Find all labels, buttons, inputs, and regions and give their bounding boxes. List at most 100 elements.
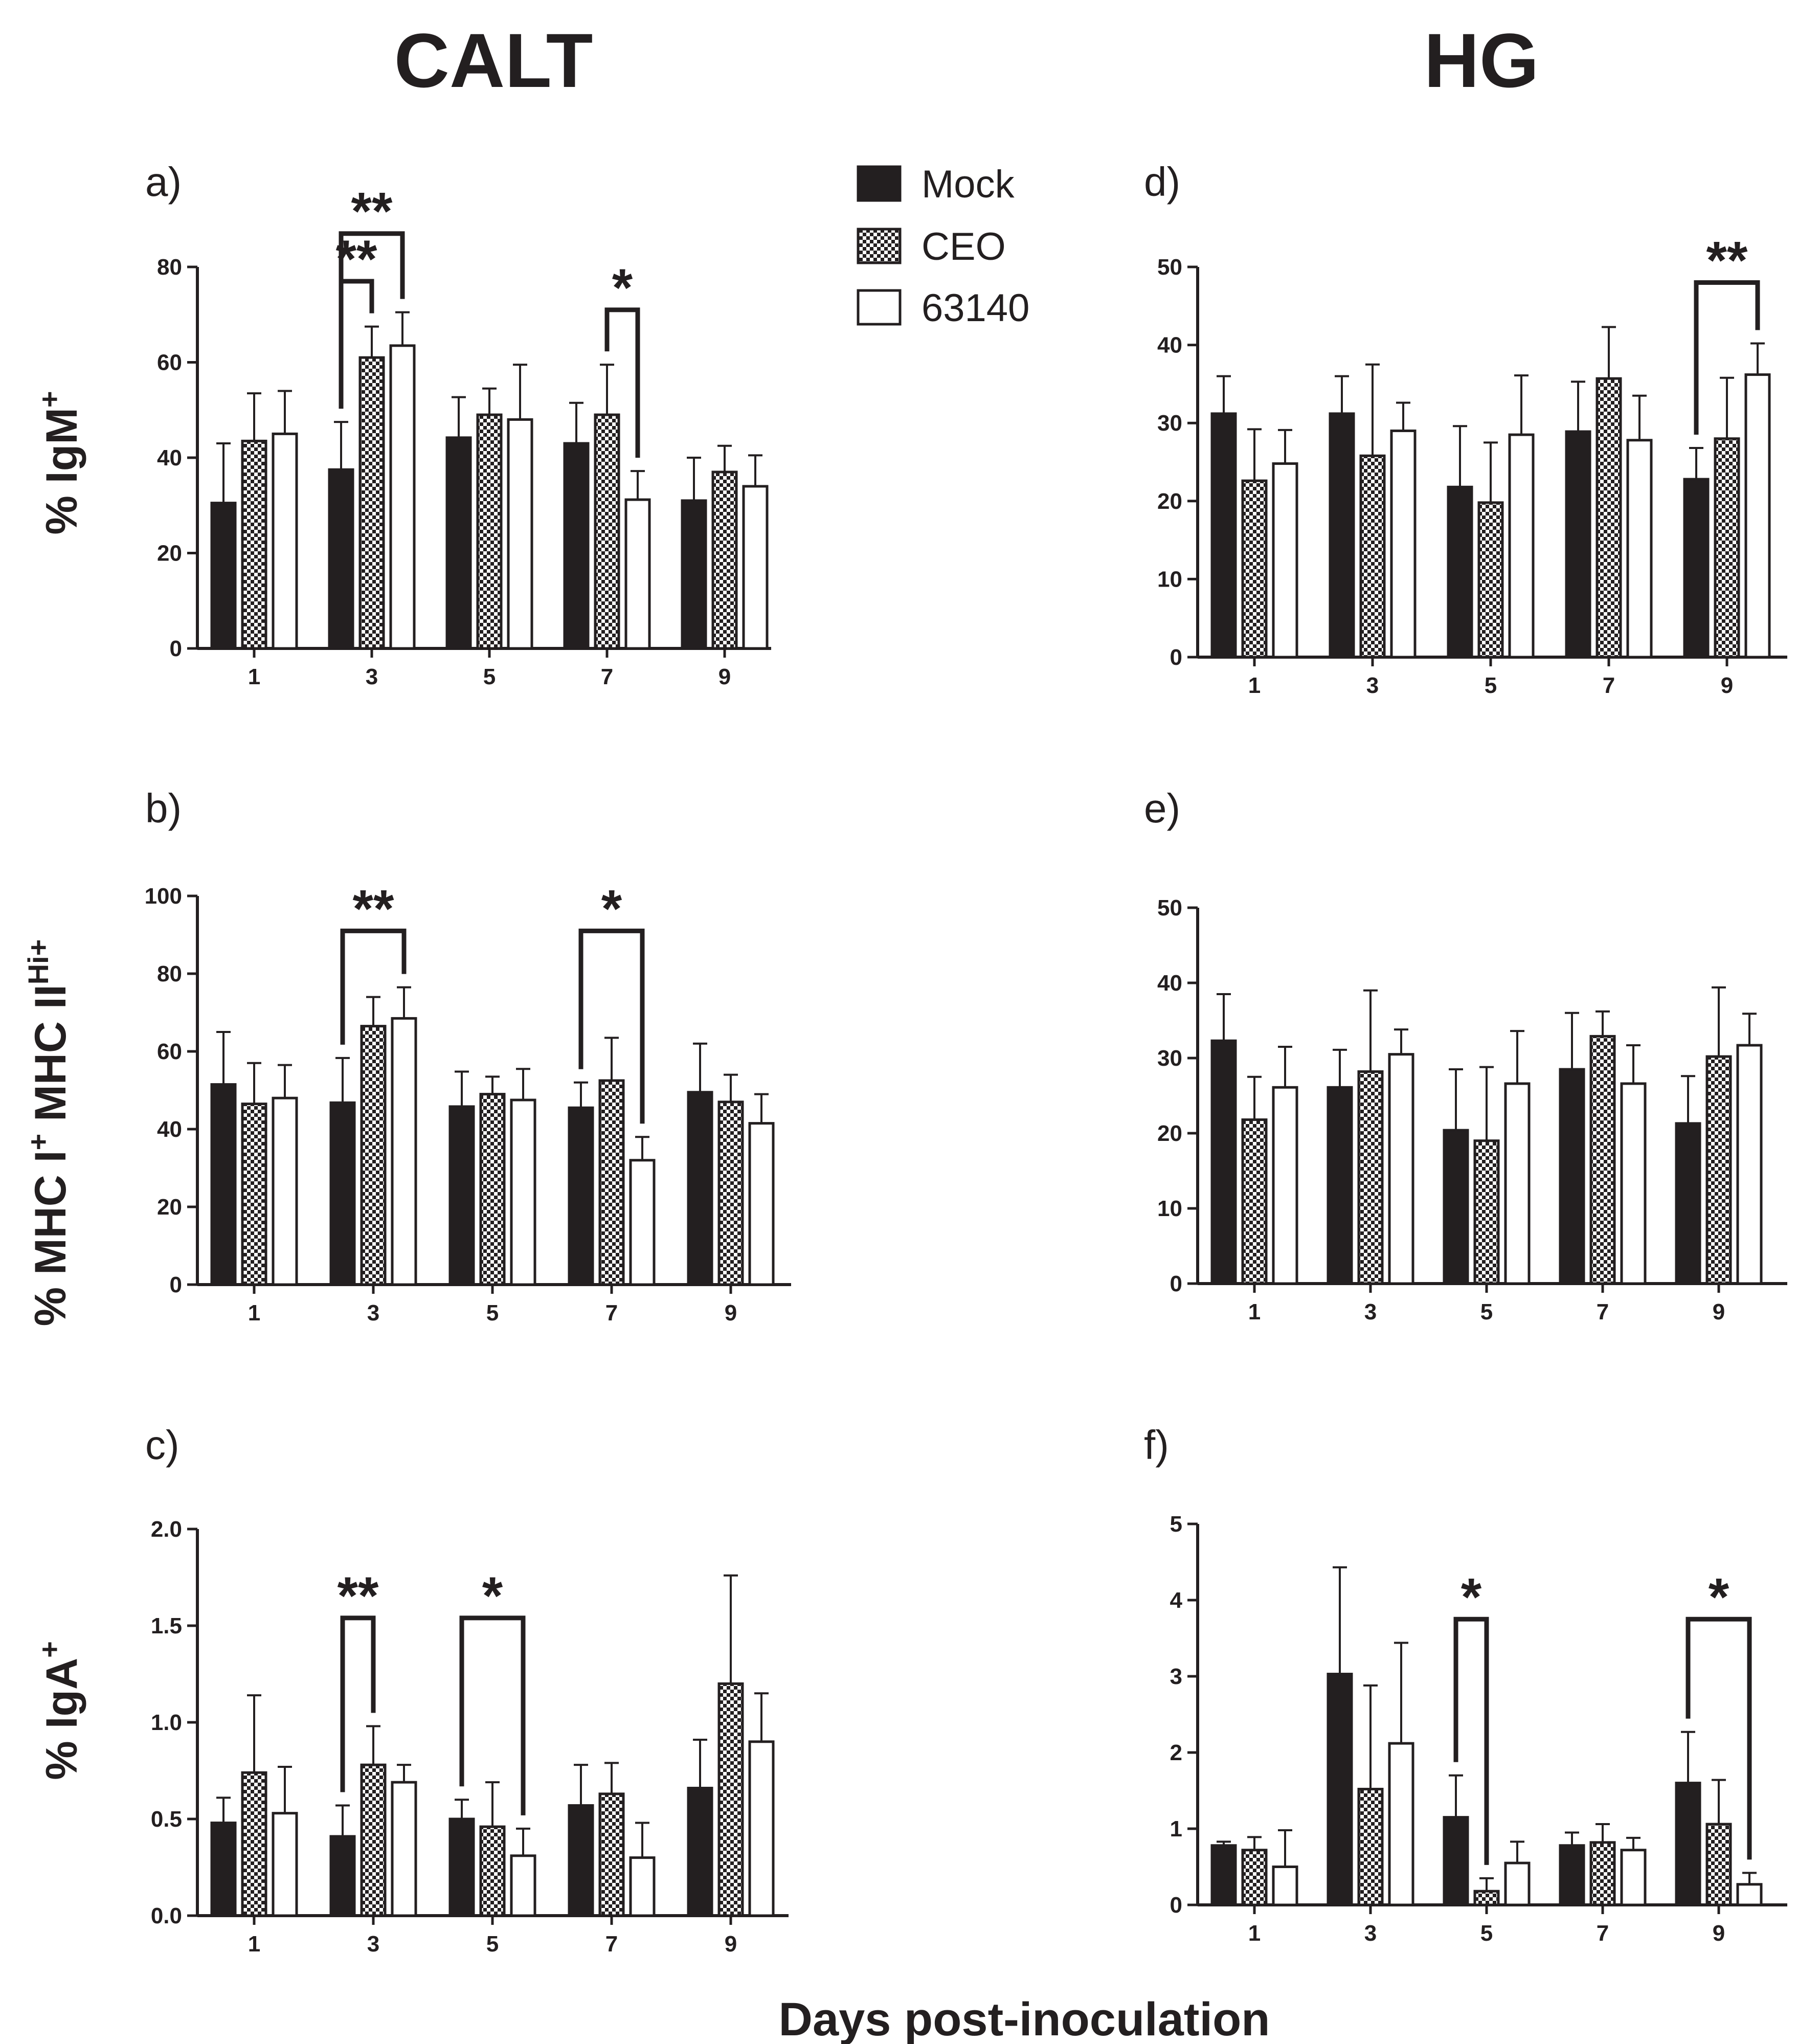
y-tick-label: 50 <box>1157 895 1182 920</box>
bar-63140-day-1 <box>272 1812 298 1917</box>
y-axis-label-mhc-b: + <box>22 1134 54 1151</box>
y-tick-label: 20 <box>157 1195 182 1220</box>
x-tick-label: 7 <box>1597 1921 1609 1946</box>
x-tick-label: 1 <box>1248 1299 1261 1324</box>
bar-mock-day-3 <box>1329 412 1355 659</box>
bar-63140-day-9 <box>748 1740 775 1917</box>
bar-ceo-day-7 <box>594 413 620 650</box>
y-tick-label: 40 <box>157 1117 182 1142</box>
x-tick-label: 3 <box>1364 1299 1377 1324</box>
y-tick-label: 10 <box>1157 1196 1182 1221</box>
legend-label-ceo: CEO <box>922 225 1006 268</box>
bar-mock-day-3 <box>1327 1086 1353 1285</box>
y-tick-label: 30 <box>1157 1046 1182 1071</box>
significance-bracket <box>340 1615 376 1792</box>
bar-ceo-day-3 <box>360 1025 387 1286</box>
bar-mock-day-7 <box>1559 1844 1585 1906</box>
x-tick-label: 1 <box>248 1931 260 1957</box>
significance-bracket <box>339 231 405 409</box>
bar-mock-day-9 <box>681 499 707 650</box>
bar-63140-day-7 <box>1620 1849 1647 1906</box>
bar-mock-day-9 <box>1675 1122 1701 1285</box>
x-tick-label: 1 <box>248 664 260 689</box>
bar-ceo-day-3 <box>1357 1070 1384 1285</box>
bar-ceo-day-3 <box>360 1763 387 1917</box>
bar-63140-day-1 <box>1272 1086 1298 1285</box>
y-tick-label: 4 <box>1170 1588 1183 1613</box>
x-tick-label: 1 <box>248 1300 260 1326</box>
bar-ceo-day-3 <box>358 356 385 650</box>
bar-ceo-day-7 <box>1589 1035 1616 1285</box>
bar-mock-day-1 <box>210 1822 237 1917</box>
bar-ceo-day-1 <box>241 439 267 650</box>
y-tick-label: 5 <box>1170 1512 1182 1537</box>
bar-mock-day-7 <box>1559 1068 1585 1285</box>
panel-label-b: b) <box>145 785 182 831</box>
significance-bracket <box>340 928 407 1045</box>
significance-label: ** <box>338 1566 379 1626</box>
x-tick-label: 9 <box>1721 673 1733 698</box>
y-tick-label: 1 <box>1170 1816 1182 1841</box>
bar-ceo-day-5 <box>1473 1890 1500 1906</box>
bar-63140-day-5 <box>510 1854 536 1917</box>
bar-ceo-day-5 <box>1477 501 1504 659</box>
x-tick-label: 9 <box>725 1931 737 1957</box>
bar-63140-day-9 <box>1744 373 1771 659</box>
bar-mock-day-1 <box>1210 1039 1237 1285</box>
bar-63140-day-3 <box>1390 429 1417 659</box>
bar-ceo-day-5 <box>476 413 503 650</box>
bar-63140-day-1 <box>1272 1866 1298 1906</box>
panel-d-hg-igm: d) 0 10 20 30 40 50 1 3 5 7 9 ** <box>1144 159 1787 698</box>
y-tick-label: 2 <box>1170 1740 1182 1765</box>
bar-ceo-day-7 <box>598 1079 625 1286</box>
y-tick-label: 2.0 <box>151 1517 182 1542</box>
bar-ceo-day-9 <box>1714 437 1740 659</box>
y-tick-label: 40 <box>1157 971 1182 996</box>
bar-mock-day-7 <box>568 1804 594 1917</box>
bar-mock-day-9 <box>1683 478 1710 659</box>
y-axis-label-mhc-a: % MHC I <box>26 1150 75 1326</box>
y-tick-label: 40 <box>1157 333 1182 358</box>
bar-mock-day-1 <box>210 1083 237 1286</box>
x-tick-label: 1 <box>1248 1921 1261 1946</box>
bar-63140-day-7 <box>1620 1082 1647 1285</box>
significance-label: * <box>482 1566 503 1626</box>
y-tick-label: 0 <box>170 636 182 661</box>
y-axis-label-mhc: % MHC I+ MHC IIHi+ <box>22 939 75 1327</box>
significance-bracket <box>578 928 645 1124</box>
bar-mock-day-7 <box>1565 430 1591 659</box>
y-tick-label: 80 <box>157 961 182 986</box>
bar-ceo-day-9 <box>1705 1055 1732 1285</box>
bar-63140-day-7 <box>624 498 651 650</box>
bar-63140-day-3 <box>1388 1053 1414 1285</box>
bar-ceo-day-1 <box>241 1103 267 1286</box>
panel-label-a: a) <box>145 159 182 205</box>
x-tick-label: 5 <box>1480 1299 1493 1324</box>
legend-swatch-mock <box>857 165 902 202</box>
x-tick-label: 3 <box>367 1300 379 1326</box>
x-tick-label: 1 <box>1248 673 1261 698</box>
column-title-hg: HG <box>1424 17 1539 103</box>
y-tick-label: 0.0 <box>151 1903 182 1928</box>
bar-mock-day-5 <box>448 1105 475 1286</box>
bar-ceo-day-3 <box>1357 1788 1384 1906</box>
bar-ceo-day-1 <box>1241 479 1268 659</box>
significance-bracket <box>1453 1616 1489 1865</box>
bar-mock-day-5 <box>1447 485 1473 659</box>
y-tick-label: 0 <box>1170 1893 1182 1918</box>
x-tick-label: 9 <box>1713 1299 1725 1324</box>
bar-63140-day-3 <box>391 1017 417 1286</box>
bar-ceo-day-1 <box>241 1771 267 1917</box>
x-tick-label: 5 <box>486 1931 499 1957</box>
significance-bracket <box>459 1615 526 1815</box>
bar-63140-day-1 <box>272 1096 298 1286</box>
bar-mock-day-3 <box>329 1835 356 1917</box>
y-tick-label: 30 <box>1157 411 1182 436</box>
bar-mock-day-3 <box>329 1101 356 1286</box>
y-axis-label-mhc-c: MHC II <box>26 984 75 1133</box>
legend-swatch-63140 <box>857 289 902 326</box>
bar-63140-day-3 <box>389 344 416 650</box>
bar-mock-day-5 <box>445 436 472 650</box>
legend: Mock CEO 63140 <box>857 163 1029 330</box>
